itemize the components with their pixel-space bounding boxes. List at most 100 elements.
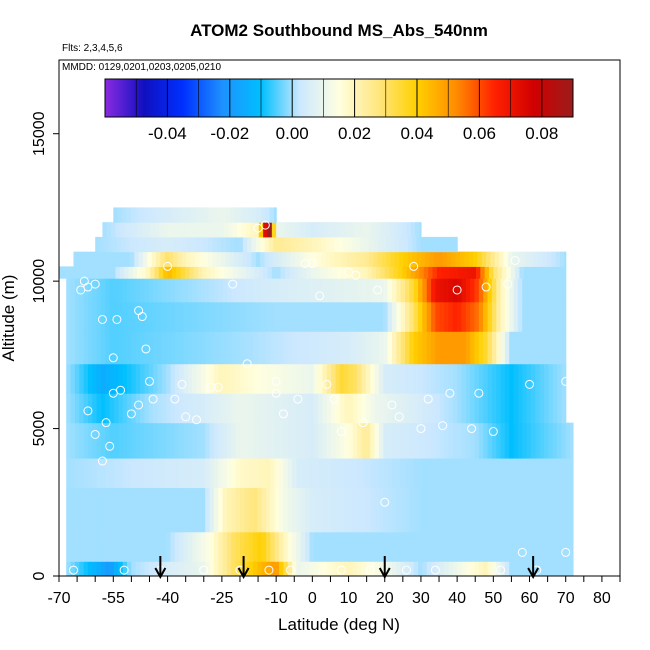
heatmap-cell bbox=[199, 236, 205, 253]
heatmap-cell bbox=[517, 363, 523, 394]
heatmap-cell bbox=[358, 266, 364, 279]
heatmap-cell bbox=[354, 266, 360, 279]
heatmap-cell bbox=[66, 531, 72, 562]
heatmap-cell bbox=[127, 278, 132, 303]
heatmap-cell bbox=[231, 331, 237, 365]
heatmap-cell bbox=[370, 458, 376, 489]
heatmap-cell bbox=[396, 531, 402, 562]
heatmap-cell bbox=[561, 458, 567, 489]
heatmap-cell bbox=[345, 266, 351, 279]
heatmap-cell bbox=[326, 393, 332, 424]
heatmap-cell bbox=[271, 222, 277, 238]
heatmap-cell bbox=[309, 301, 315, 332]
heatmap-cell bbox=[539, 301, 545, 332]
heatmap-cell bbox=[352, 363, 358, 394]
heatmap-cell bbox=[293, 222, 299, 238]
heatmap-cell bbox=[187, 561, 193, 577]
heatmap-cell bbox=[374, 531, 380, 562]
heatmap-cell bbox=[114, 561, 119, 577]
heatmap-cell bbox=[114, 301, 119, 332]
heatmap-cell bbox=[309, 561, 315, 577]
heatmap-cell bbox=[467, 266, 473, 279]
heatmap-cell bbox=[157, 301, 163, 332]
heatmap-cell bbox=[218, 422, 224, 459]
heatmap-cell bbox=[355, 236, 361, 253]
heatmap-cell bbox=[296, 331, 302, 365]
heatmap-cell bbox=[189, 222, 195, 238]
heatmap-cell bbox=[266, 331, 271, 365]
heatmap-cell bbox=[344, 278, 350, 303]
heatmap-cell bbox=[543, 278, 549, 303]
heatmap-cell bbox=[342, 236, 348, 253]
heatmap-cell bbox=[357, 458, 363, 489]
heatmap-cell bbox=[200, 531, 206, 562]
heatmap-cell bbox=[539, 331, 545, 365]
heatmap-cell bbox=[224, 222, 229, 238]
heatmap-cell bbox=[413, 458, 419, 489]
heatmap-cell bbox=[266, 278, 271, 303]
heatmap-cell bbox=[344, 531, 350, 562]
heatmap-cell bbox=[361, 458, 367, 489]
heatmap-cell bbox=[352, 301, 358, 332]
heatmap-cell bbox=[100, 278, 106, 303]
heatmap-cell bbox=[426, 531, 432, 562]
heatmap-cell bbox=[255, 236, 261, 253]
heatmap-cell bbox=[435, 422, 441, 459]
flight-arrows bbox=[154, 556, 540, 580]
heatmap-cell bbox=[335, 458, 341, 489]
heatmap-cell bbox=[279, 487, 284, 533]
heatmap-cell bbox=[154, 266, 160, 279]
heatmap-cell bbox=[396, 331, 402, 365]
heatmap-cell bbox=[526, 458, 532, 489]
heatmap-cell bbox=[279, 422, 284, 459]
heatmap-cell bbox=[452, 301, 458, 332]
heatmap-cell bbox=[465, 278, 471, 303]
heatmap-cell bbox=[452, 487, 458, 533]
heatmap-cell bbox=[548, 278, 554, 303]
heatmap-cell bbox=[119, 222, 125, 238]
heatmap-cell bbox=[244, 422, 250, 459]
heatmap-cell bbox=[267, 222, 273, 238]
heatmap-cell bbox=[543, 458, 549, 489]
heatmap-cell bbox=[209, 561, 215, 577]
heatmap-cell bbox=[228, 222, 234, 238]
heatmap-cell bbox=[221, 207, 227, 223]
heatmap-cell bbox=[303, 236, 309, 253]
heatmap-cell bbox=[313, 363, 319, 394]
heatmap-cell bbox=[142, 251, 148, 267]
heatmap-cell bbox=[487, 301, 493, 332]
heatmap-cell bbox=[530, 331, 536, 365]
heatmap-cell bbox=[155, 236, 161, 253]
heatmap-cell bbox=[383, 331, 389, 365]
heatmap-cell bbox=[276, 266, 282, 279]
heatmap-cell bbox=[551, 251, 557, 267]
heatmap-cell bbox=[222, 561, 228, 577]
heatmap-cell bbox=[548, 393, 554, 424]
heatmap-cell bbox=[305, 331, 311, 365]
heatmap-cell bbox=[79, 458, 85, 489]
heatmap-cell bbox=[192, 278, 198, 303]
heatmap-cell bbox=[509, 331, 515, 365]
heatmap-cell bbox=[174, 458, 180, 489]
heatmap-cell bbox=[522, 561, 528, 577]
heatmap-cell bbox=[526, 422, 532, 459]
heatmap-cell bbox=[292, 393, 298, 424]
heatmap-cell bbox=[216, 236, 222, 253]
heatmap-cell bbox=[242, 236, 248, 253]
heatmap-cell bbox=[144, 487, 150, 533]
heatmap-cell bbox=[200, 331, 206, 365]
heatmap-cell bbox=[196, 531, 202, 562]
heatmap-cell bbox=[365, 363, 371, 394]
heatmap-cell bbox=[348, 531, 354, 562]
heatmap-cell bbox=[552, 301, 558, 332]
heatmap-cell bbox=[122, 458, 128, 489]
heatmap-cell bbox=[244, 458, 250, 489]
chart-title: ATOM2 Southbound MS_Abs_540nm bbox=[190, 21, 488, 40]
heatmap-cell bbox=[413, 393, 419, 424]
heatmap-cell bbox=[565, 458, 571, 489]
heatmap-cell bbox=[261, 393, 267, 424]
heatmap-cell bbox=[543, 301, 549, 332]
heatmap-cell bbox=[195, 251, 201, 267]
heatmap-cell bbox=[134, 236, 140, 253]
heatmap-cell bbox=[548, 487, 554, 533]
